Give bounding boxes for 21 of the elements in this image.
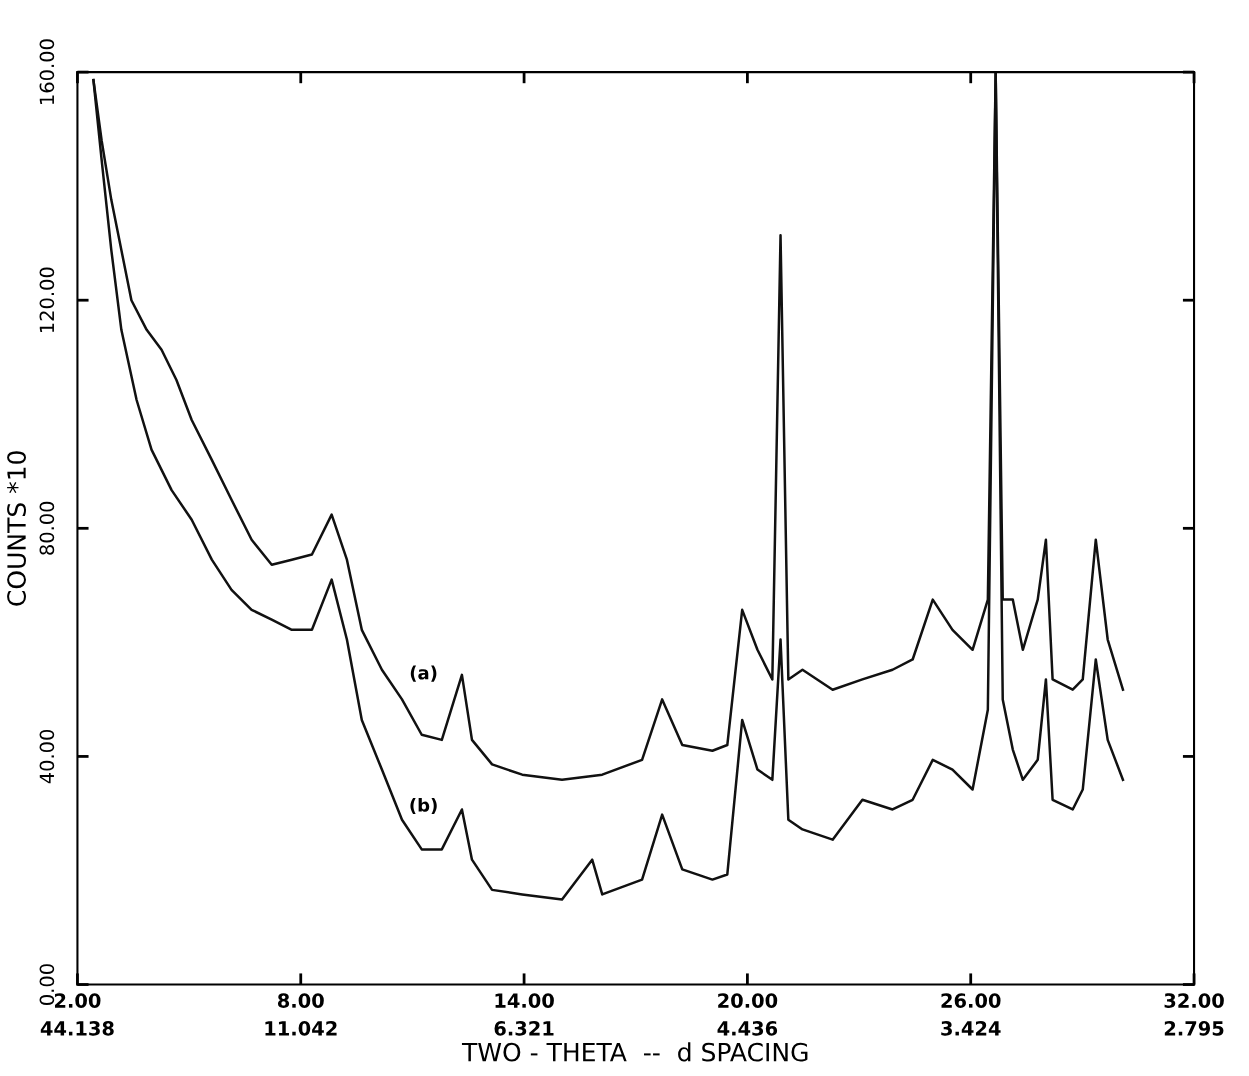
- text: 11.042: [265, 1020, 337, 1036]
- x-tick-label: 20.00: [718, 993, 778, 1008]
- x-axis-title: TWO - THETA -- d SPACING: [461, 1042, 808, 1062]
- x-tick-label: 26.00: [941, 993, 1001, 1008]
- text: 44.138: [40, 1020, 114, 1036]
- y-tick-label: 0.00: [39, 964, 55, 1005]
- annotation: (a): [410, 665, 437, 682]
- y-tick-label: 80.00: [39, 501, 55, 555]
- y-tick-label: 120.00: [39, 267, 55, 333]
- text: 4.436: [717, 1020, 778, 1036]
- text: 3.424: [941, 1020, 1001, 1036]
- x-tick-label: 32.00: [1164, 993, 1224, 1008]
- text: 6.321: [494, 1020, 554, 1036]
- text: 2.795: [1164, 1020, 1224, 1036]
- annotation: (b): [410, 797, 437, 814]
- x-tick-label: 2.00: [54, 993, 101, 1008]
- x-tick-label: 14.00: [495, 993, 554, 1008]
- x-tick-label: 8.00: [277, 993, 324, 1008]
- y-tick-label: 160.00: [39, 39, 55, 104]
- y-tick-label: 40.00: [39, 729, 55, 784]
- y-axis-title: COUNTS *10: [7, 451, 26, 606]
